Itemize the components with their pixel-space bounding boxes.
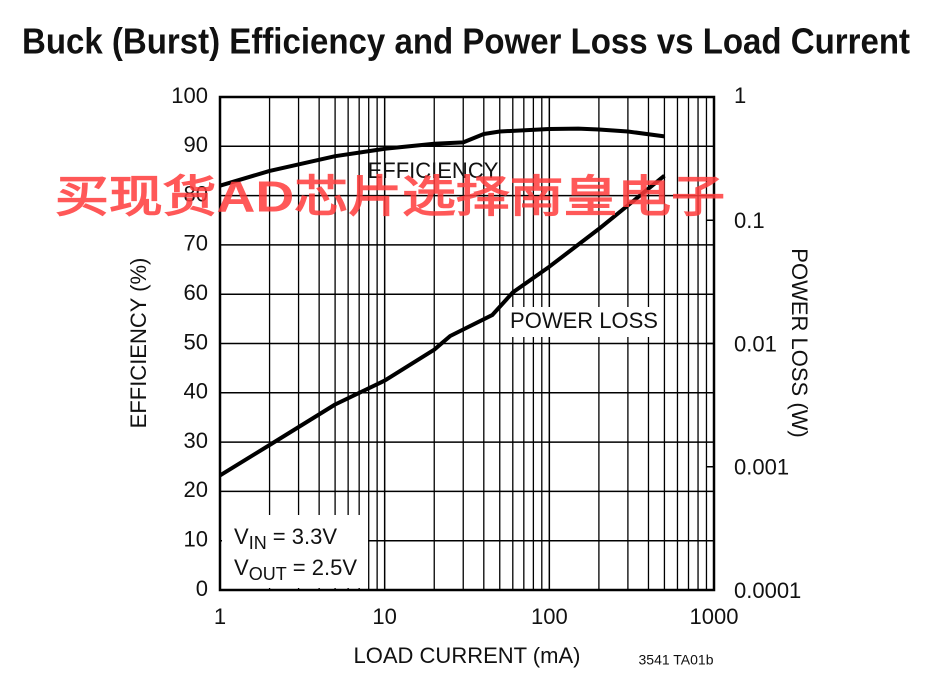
y-tick-label: 0 — [196, 576, 208, 601]
chart-title: Buck (Burst) Efficiency and Power Loss v… — [22, 21, 910, 62]
condition-text: = 2.5V — [287, 555, 358, 580]
annotation: POWER LOSS — [510, 308, 658, 333]
y2-tick-label: 0.001 — [734, 455, 789, 480]
y-tick-label: 90 — [184, 132, 208, 157]
label-bg — [512, 307, 658, 337]
y-tick-label: 40 — [184, 379, 208, 404]
y-tick-label: 100 — [171, 83, 208, 108]
condition-subscript: OUT — [249, 564, 287, 584]
plot-frame — [218, 95, 716, 592]
series-line — [219, 126, 665, 188]
x-axis-label: LOAD CURRENT (mA) — [354, 643, 581, 668]
series-line — [218, 174, 666, 478]
annotation: EFFICIENCY — [368, 158, 499, 183]
series-lines — [218, 126, 666, 478]
y-tick-label: 80 — [184, 181, 208, 206]
condition: VIN = 3.3V — [234, 524, 337, 553]
y-tick-label: 20 — [184, 477, 208, 502]
y-tick-label: 70 — [184, 231, 208, 256]
y-tick-label: 60 — [184, 280, 208, 305]
y2-tick-label: 0.01 — [734, 331, 777, 356]
y-tick-label: 30 — [184, 428, 208, 453]
x-tick-label: 10 — [372, 604, 396, 629]
y2-axis-label: POWER LOSS (W) — [787, 248, 812, 437]
y-tick-label: 10 — [184, 527, 208, 552]
x-tick-label: 100 — [531, 604, 568, 629]
y-axis-label: EFFICIENCY (%) — [126, 258, 151, 429]
condition-text: = 3.3V — [267, 524, 338, 549]
figure-code: 3541 TA01b — [639, 652, 714, 668]
condition-subscript: IN — [249, 533, 267, 553]
y2-tick-label: 0.0001 — [734, 578, 801, 603]
y-tick-label: 50 — [184, 329, 208, 354]
watermark: 买现货AD芯片选择南皇电子 — [55, 173, 725, 222]
y2-tick-label: 0.1 — [734, 208, 765, 233]
condition-symbol: V — [234, 524, 249, 549]
label-bg — [222, 515, 368, 588]
y2-tick-label: 1 — [734, 83, 746, 108]
condition: VOUT = 2.5V — [234, 555, 357, 584]
x-tick-label: 1 — [214, 604, 226, 629]
condition-symbol: V — [234, 555, 249, 580]
x-tick-label: 1000 — [690, 604, 739, 629]
